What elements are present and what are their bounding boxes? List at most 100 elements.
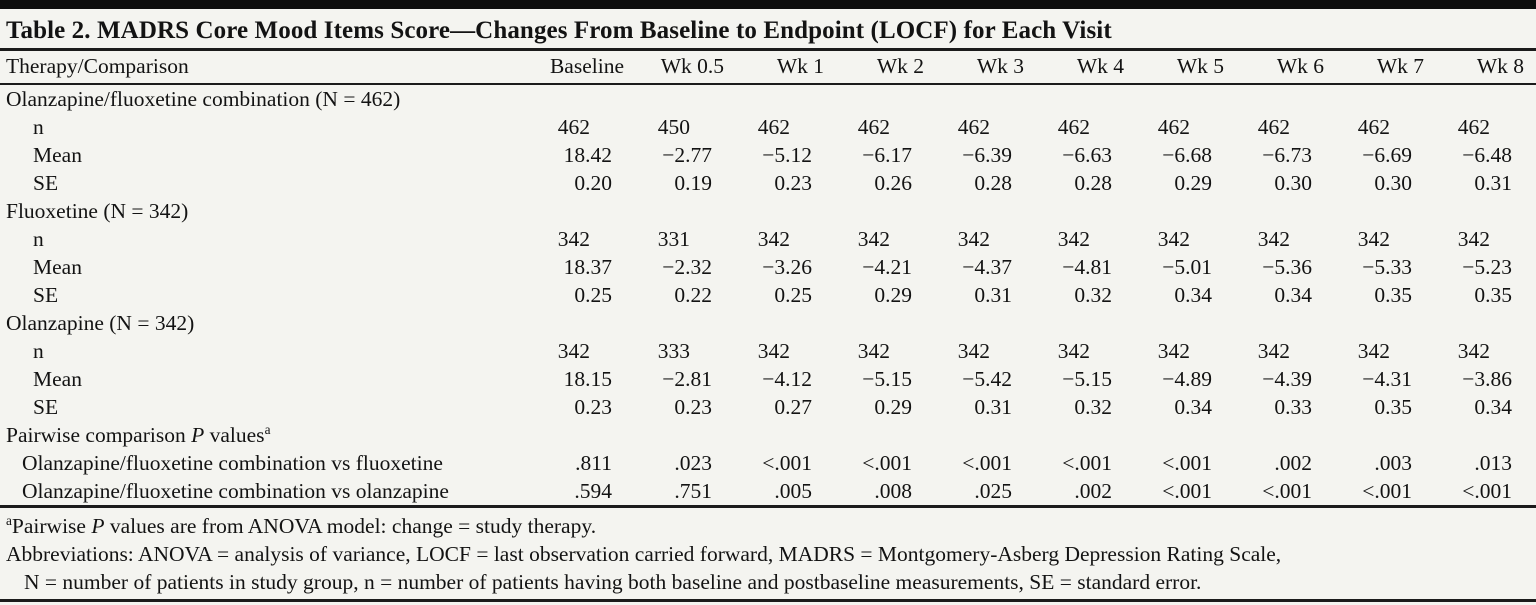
table-cell: 331 bbox=[657, 227, 690, 251]
table-cell: .002 bbox=[1274, 451, 1312, 475]
section-label-row: Olanzapine/fluoxetine combination (N = 4… bbox=[0, 84, 1536, 113]
column-header-wk5: Wk 5 bbox=[1136, 51, 1236, 85]
column-header-wk4: Wk 4 bbox=[1036, 51, 1136, 85]
table-row: SE 0.20 0.19 0.23 0.26 0.28 0.28 0.29 0.30 0.30 0.… bbox=[0, 169, 1536, 197]
table-cell: 0.22 bbox=[674, 283, 712, 307]
table-row: Mean 18.37 −2.32 −3.26 −4.21 −4.37 −4.81 −5.01 −… bbox=[0, 253, 1536, 281]
table-cell: −3.26 bbox=[762, 255, 812, 279]
table-cell: 0.33 bbox=[1274, 395, 1312, 419]
section-label: Pairwise comparison P valuesa bbox=[0, 421, 1536, 449]
table-cell: −6.39 bbox=[962, 143, 1012, 167]
table-cell: 0.30 bbox=[1374, 171, 1412, 195]
table-row: n 342 331 342 342 342 342 342 342 342 342 bbox=[0, 225, 1536, 253]
table-row: n 342 333 342 342 342 342 342 342 342 342 bbox=[0, 337, 1536, 365]
header-row: Therapy/Comparison Baseline Wk 0.5 Wk 1 … bbox=[0, 51, 1536, 85]
table-cell: 0.23 bbox=[774, 171, 812, 195]
column-header-wk2: Wk 2 bbox=[836, 51, 936, 85]
table-cell: −6.48 bbox=[1462, 143, 1512, 167]
column-header-therapy: Therapy/Comparison bbox=[0, 51, 536, 85]
footnote-abbreviations-line1: Abbreviations: ANOVA = analysis of varia… bbox=[6, 542, 1282, 566]
column-header-baseline: Baseline bbox=[536, 51, 636, 85]
table-cell: −3.86 bbox=[1462, 367, 1512, 391]
table-cell: −5.12 bbox=[762, 143, 812, 167]
table-row: SE 0.23 0.23 0.27 0.29 0.31 0.32 0.34 0.33 0.35 0.… bbox=[0, 393, 1536, 421]
table-cell: 342 bbox=[857, 339, 890, 363]
table-cell: −5.23 bbox=[1462, 255, 1512, 279]
table-cell: 0.26 bbox=[874, 171, 912, 195]
row-label: n bbox=[33, 227, 44, 251]
table-cell: .023 bbox=[674, 451, 712, 475]
table-cell: 342 bbox=[1457, 339, 1490, 363]
footnote-pairwise: aPairwise P values are from ANOVA model:… bbox=[6, 512, 1530, 540]
table-title: Table 2. MADRS Core Mood Items Score—Cha… bbox=[0, 9, 1536, 51]
section-label: Olanzapine/fluoxetine combination (N = 4… bbox=[6, 87, 401, 111]
table-cell: −2.81 bbox=[662, 367, 712, 391]
table-cell: .811 bbox=[575, 451, 612, 475]
row-label: Mean bbox=[33, 143, 82, 167]
table-cell: <.001 bbox=[862, 451, 912, 475]
table-cell: 342 bbox=[757, 339, 790, 363]
table-row: Olanzapine/fluoxetine combination vs flu… bbox=[0, 449, 1536, 477]
table-cell: .013 bbox=[1474, 451, 1512, 475]
table-cell: −4.81 bbox=[1062, 255, 1112, 279]
section-label: Fluoxetine (N = 342) bbox=[6, 199, 189, 223]
row-label: n bbox=[33, 115, 44, 139]
row-label: SE bbox=[33, 395, 59, 419]
table-cell: 342 bbox=[1357, 227, 1390, 251]
table-cell: 0.23 bbox=[674, 395, 712, 419]
table-row: Mean 18.15 −2.81 −4.12 −5.15 −5.42 −5.15 −4.89 −… bbox=[0, 365, 1536, 393]
table-cell: 0.32 bbox=[1074, 395, 1112, 419]
table-cell: −2.77 bbox=[662, 143, 712, 167]
table-cell: <.001 bbox=[1162, 479, 1212, 503]
table-cell: 462 bbox=[1157, 115, 1190, 139]
table-cell: 333 bbox=[657, 339, 690, 363]
row-label: Mean bbox=[33, 367, 82, 391]
table-cell: 0.28 bbox=[974, 171, 1012, 195]
table-cell: <.001 bbox=[1362, 479, 1412, 503]
table-cell: 462 bbox=[557, 115, 590, 139]
table-cell: 450 bbox=[657, 115, 690, 139]
table-cell: 342 bbox=[757, 227, 790, 251]
table-cell: 342 bbox=[1057, 339, 1090, 363]
table-cell: −6.69 bbox=[1362, 143, 1412, 167]
table-cell: 342 bbox=[1057, 227, 1090, 251]
table-cell: .003 bbox=[1374, 451, 1412, 475]
table-header: Therapy/Comparison Baseline Wk 0.5 Wk 1 … bbox=[0, 51, 1536, 85]
table-cell: 0.19 bbox=[674, 171, 712, 195]
column-header-wk1: Wk 1 bbox=[736, 51, 836, 85]
section-olanzapine: Olanzapine (N = 342) n 342 333 342 342 342 342… bbox=[0, 309, 1536, 421]
table-cell: −5.33 bbox=[1362, 255, 1412, 279]
table-cell: .005 bbox=[774, 479, 812, 503]
footnote-pairwise-post: values are from ANOVA model: change = st… bbox=[104, 514, 597, 538]
table-cell: 0.35 bbox=[1374, 395, 1412, 419]
footnote-marker-a: a bbox=[264, 421, 271, 437]
table-cell: 0.35 bbox=[1474, 283, 1512, 307]
table-cell: 18.42 bbox=[563, 143, 612, 167]
table-cell: 0.29 bbox=[874, 283, 912, 307]
table-cell: 462 bbox=[957, 115, 990, 139]
section-label-row: Fluoxetine (N = 342) bbox=[0, 197, 1536, 225]
column-header-wk7: Wk 7 bbox=[1336, 51, 1436, 85]
table-cell: −4.39 bbox=[1262, 367, 1312, 391]
table-cell: 0.20 bbox=[574, 171, 612, 195]
table-cell: 342 bbox=[1157, 339, 1190, 363]
table-cell: −5.15 bbox=[1062, 367, 1112, 391]
section-label-row: Olanzapine (N = 342) bbox=[0, 309, 1536, 337]
table-cell: 0.29 bbox=[874, 395, 912, 419]
table-row: SE 0.25 0.22 0.25 0.29 0.31 0.32 0.34 0.34 0.35 0.… bbox=[0, 281, 1536, 309]
column-header-wk05: Wk 0.5 bbox=[636, 51, 736, 85]
table-cell: 0.30 bbox=[1274, 171, 1312, 195]
table-cell: 0.27 bbox=[774, 395, 812, 419]
table-cell: 342 bbox=[1157, 227, 1190, 251]
table-cell: .002 bbox=[1074, 479, 1112, 503]
table-cell: 0.31 bbox=[1474, 171, 1512, 195]
table-cell: 462 bbox=[1257, 115, 1290, 139]
table-row: Mean 18.42 −2.77 −5.12 −6.17 −6.39 −6.63 −6.68 −… bbox=[0, 141, 1536, 169]
table-cell: 0.23 bbox=[574, 395, 612, 419]
table-cell: 0.25 bbox=[774, 283, 812, 307]
table-cell: −4.21 bbox=[862, 255, 912, 279]
pairwise-label-mid: values bbox=[204, 423, 265, 447]
table-cell: −5.15 bbox=[862, 367, 912, 391]
table-cell: −4.37 bbox=[962, 255, 1012, 279]
